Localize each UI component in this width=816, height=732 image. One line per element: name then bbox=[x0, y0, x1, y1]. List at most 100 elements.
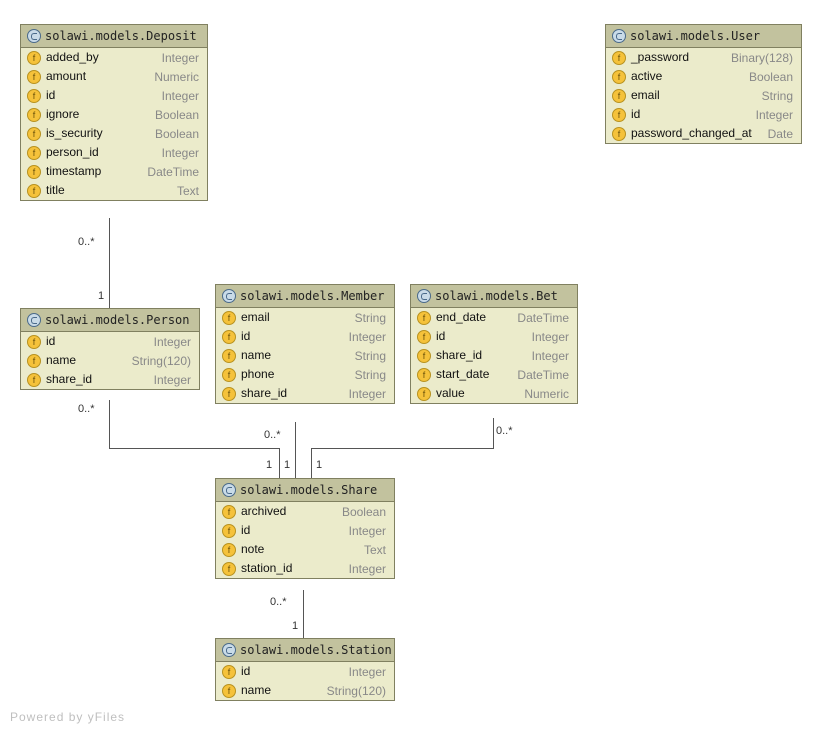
field-icon: f bbox=[27, 146, 41, 160]
field-icon: f bbox=[27, 70, 41, 84]
edge-deposit-person bbox=[109, 218, 110, 308]
field-name: id bbox=[241, 664, 250, 678]
field-row: fvalueNumeric bbox=[411, 384, 577, 403]
field-name: name bbox=[46, 353, 76, 367]
entity-title: solawi.models.Deposit bbox=[45, 29, 197, 43]
field-name: share_id bbox=[241, 386, 287, 400]
edge-person-share-h bbox=[109, 448, 279, 449]
field-row: fphoneString bbox=[216, 365, 394, 384]
field-type: Boolean bbox=[342, 505, 386, 519]
field-row: fidInteger bbox=[21, 332, 199, 351]
entity-header: solawi.models.Share bbox=[216, 479, 394, 502]
field-type: DateTime bbox=[147, 165, 199, 179]
field-type: DateTime bbox=[517, 368, 569, 382]
field-name: password_changed_at bbox=[631, 126, 752, 140]
entity-title: solawi.models.User bbox=[630, 29, 760, 43]
edge-person-share-v1 bbox=[109, 400, 110, 448]
edge-bet-share-v2 bbox=[311, 448, 312, 478]
field-type: Integer bbox=[349, 387, 386, 401]
mult-label: 0..* bbox=[264, 429, 281, 441]
field-row: fnote Text bbox=[216, 540, 394, 559]
entity-header: solawi.models.Person bbox=[21, 309, 199, 332]
field-icon: f bbox=[222, 543, 236, 557]
edge-person-share-v2 bbox=[279, 448, 280, 478]
field-name: share_id bbox=[436, 348, 482, 362]
field-name: archived bbox=[241, 504, 286, 518]
field-type: Integer bbox=[154, 373, 191, 387]
field-row: fidInteger bbox=[216, 327, 394, 346]
class-icon bbox=[417, 289, 431, 303]
entity-bet: solawi.models.Bet fend_dateDateTime fidI… bbox=[410, 284, 578, 404]
field-icon: f bbox=[27, 335, 41, 349]
field-type: Integer bbox=[349, 562, 386, 576]
field-icon: f bbox=[222, 387, 236, 401]
entity-title: solawi.models.Member bbox=[240, 289, 385, 303]
field-type: Boolean bbox=[155, 127, 199, 141]
field-icon: f bbox=[417, 311, 431, 325]
field-icon: f bbox=[612, 51, 626, 65]
field-row: fidInteger bbox=[216, 662, 394, 681]
field-row: fidInteger bbox=[411, 327, 577, 346]
field-type: Integer bbox=[162, 51, 199, 65]
field-name: email bbox=[241, 310, 270, 324]
field-icon: f bbox=[27, 89, 41, 103]
field-icon: f bbox=[222, 330, 236, 344]
field-type: String(120) bbox=[132, 354, 191, 368]
field-icon: f bbox=[27, 127, 41, 141]
entity-title: solawi.models.Person bbox=[45, 313, 190, 327]
mult-label: 1 bbox=[292, 620, 298, 632]
field-type: String(120) bbox=[327, 684, 386, 698]
field-type: String bbox=[355, 349, 386, 363]
entity-user: solawi.models.User f_passwordBinary(128)… bbox=[605, 24, 802, 144]
field-row: fstation_idInteger bbox=[216, 559, 394, 578]
field-name: start_date bbox=[436, 367, 489, 381]
field-name: id bbox=[46, 334, 55, 348]
field-type: String bbox=[762, 89, 793, 103]
field-icon: f bbox=[27, 51, 41, 65]
field-row: farchivedBoolean bbox=[216, 502, 394, 521]
mult-label: 1 bbox=[266, 459, 272, 471]
entity-share: solawi.models.Share farchivedBoolean fid… bbox=[215, 478, 395, 579]
field-name: note bbox=[241, 542, 264, 556]
field-icon: f bbox=[612, 70, 626, 84]
field-row: fshare_idInteger bbox=[21, 370, 199, 389]
uml-canvas: 0..* 1 0..* 1 0..* 1 0..* 1 0..* 1 solaw… bbox=[0, 0, 816, 732]
field-row: fshare_idInteger bbox=[411, 346, 577, 365]
class-icon bbox=[27, 313, 41, 327]
field-type: Numeric bbox=[524, 387, 569, 401]
entity-deposit: solawi.models.Deposit fadded_byInteger f… bbox=[20, 24, 208, 201]
field-type: String bbox=[355, 311, 386, 325]
field-icon: f bbox=[27, 184, 41, 198]
field-icon: f bbox=[27, 373, 41, 387]
field-type: Integer bbox=[162, 89, 199, 103]
class-icon bbox=[222, 483, 236, 497]
edge-share-station bbox=[303, 590, 304, 638]
field-row: f share_id Integer bbox=[216, 384, 394, 403]
field-name: amount bbox=[46, 69, 86, 83]
edge-bet-share-h bbox=[311, 448, 494, 449]
field-icon: f bbox=[417, 387, 431, 401]
mult-label: 0..* bbox=[78, 403, 95, 415]
field-name: id bbox=[46, 88, 55, 102]
footer-credit: Powered by yFiles bbox=[10, 710, 125, 724]
field-icon: f bbox=[222, 368, 236, 382]
field-type: Text bbox=[177, 184, 199, 198]
field-type: Text bbox=[364, 543, 386, 557]
mult-label: 1 bbox=[98, 290, 104, 302]
mult-label: 1 bbox=[316, 459, 322, 471]
entity-title: solawi.models.Station bbox=[240, 643, 392, 657]
field-row: ftitleText bbox=[21, 181, 207, 200]
field-row: fnameString(120) bbox=[216, 681, 394, 700]
field-name: _password bbox=[631, 50, 689, 64]
field-row: factiveBoolean bbox=[606, 67, 801, 86]
entity-title: solawi.models.Share bbox=[240, 483, 377, 497]
field-row: fnameString bbox=[216, 346, 394, 365]
field-name: timestamp bbox=[46, 164, 101, 178]
field-row: ftimestampDateTime bbox=[21, 162, 207, 181]
field-name: email bbox=[631, 88, 660, 102]
field-icon: f bbox=[27, 354, 41, 368]
field-type: Integer bbox=[162, 146, 199, 160]
field-row: femail String bbox=[216, 308, 394, 327]
entity-title: solawi.models.Bet bbox=[435, 289, 558, 303]
field-icon: f bbox=[222, 311, 236, 325]
